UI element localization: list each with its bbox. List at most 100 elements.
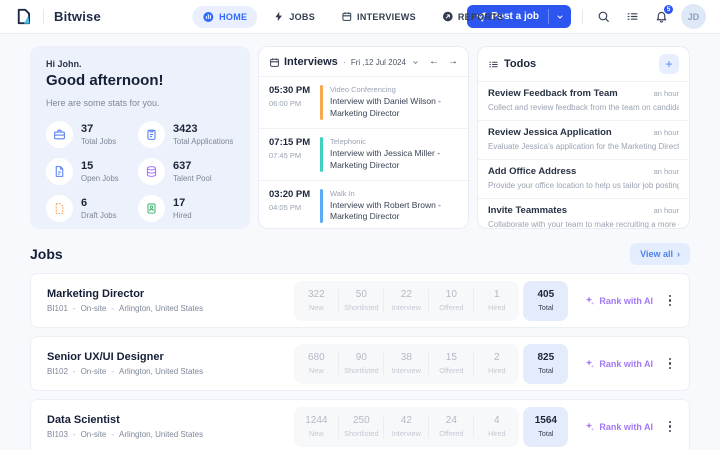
briefcase-icon: [46, 121, 73, 148]
todo-title: Review Feedback from Team: [488, 88, 618, 99]
interviews-date[interactable]: Fri ,12 Jul 2024: [350, 57, 406, 67]
todo-item[interactable]: Add Office Address an hour Provide your …: [478, 159, 689, 198]
tasks-list-icon[interactable]: [623, 8, 641, 26]
tab-home[interactable]: HOME: [192, 5, 258, 28]
stat-total-jobs: 37 Total Jobs: [46, 121, 138, 148]
interview-start-time: 03:20 PM: [269, 188, 311, 200]
separator: -: [72, 430, 76, 439]
sparkle-icon: [586, 359, 595, 368]
job-code: BI103: [47, 430, 68, 439]
rank-with-ai-button[interactable]: Rank with AI: [584, 358, 653, 369]
tab-interviews[interactable]: INTERVIEWS: [331, 6, 426, 27]
todo-item[interactable]: Review Feedback from Team an hour Collec…: [478, 81, 689, 120]
stat-label: Draft Jobs: [81, 211, 117, 221]
interview-item[interactable]: 05:30 PM 06:00 PM Video Conferencing Int…: [259, 77, 468, 129]
tasks-list-icon: [488, 59, 499, 70]
chevron-down-icon[interactable]: [412, 59, 419, 66]
send-icon: [476, 11, 486, 22]
job-total-box: 825 Total: [523, 343, 569, 384]
search-icon[interactable]: [594, 8, 612, 26]
stat-hired-value: 1: [494, 289, 500, 300]
stat-total-value: 825: [537, 352, 555, 363]
home-icon: [202, 11, 214, 23]
more-options-icon[interactable]: [661, 355, 679, 373]
prev-day-icon[interactable]: ←: [429, 56, 439, 67]
stat-hired-label: Hired: [488, 366, 506, 375]
sparkle-icon: [586, 422, 595, 431]
interviews-card: Interviews · Fri ,12 Jul 2024 ← → 05:30 …: [258, 46, 469, 229]
rank-with-ai-label: Rank with AI: [599, 295, 653, 306]
job-row[interactable]: Marketing Director BI101 - On-site - Arl…: [30, 273, 690, 328]
tab-reports[interactable]: REPORTS: [432, 6, 514, 27]
todo-item[interactable]: Invite Teammates an hour Collaborate wit…: [478, 198, 689, 229]
stat-label: Talent Pool: [173, 174, 212, 184]
header-actions: Post a job 5 JD: [467, 3, 706, 29]
stat-value: 37: [81, 122, 94, 135]
interviews-title: Interviews: [284, 56, 338, 68]
interview-color-bar: [320, 188, 323, 224]
job-title[interactable]: Senior UX/UI Designer: [47, 351, 164, 363]
view-all-button[interactable]: View all ›: [630, 243, 690, 265]
stat-offered-label: Offered: [439, 366, 464, 375]
todo-time: an hour: [653, 128, 679, 137]
stat-interview-value: 38: [400, 352, 412, 363]
job-workplace: On-site: [80, 430, 107, 439]
interview-end-time: 04:05 PM: [269, 202, 302, 212]
job-total-box: 405 Total: [523, 280, 569, 321]
job-title[interactable]: Marketing Director: [47, 288, 145, 300]
post-a-job-button[interactable]: Post a job: [467, 5, 571, 28]
avatar[interactable]: JD: [681, 4, 706, 29]
stat-shortlisted-value: 90: [355, 352, 367, 363]
more-options-icon[interactable]: [661, 292, 679, 310]
rank-with-ai-label: Rank with AI: [599, 358, 653, 369]
stat-new-value: 322: [307, 289, 325, 300]
job-workplace: On-site: [80, 304, 107, 313]
job-title[interactable]: Data Scientist: [47, 414, 120, 426]
rank-with-ai-button[interactable]: Rank with AI: [584, 421, 653, 432]
todo-title: Review Jessica Application: [488, 127, 612, 138]
separator-dot: ·: [342, 57, 346, 67]
stat-label: Total Jobs: [81, 137, 117, 147]
bitwise-logo-icon[interactable]: [14, 7, 33, 26]
job-row[interactable]: Data Scientist BI103 - On-site - Arlingt…: [30, 399, 690, 450]
more-options-icon[interactable]: [661, 418, 679, 436]
divider: [43, 9, 44, 24]
rank-with-ai-button[interactable]: Rank with AI: [584, 295, 653, 306]
calendar-icon: [269, 57, 280, 68]
interview-item[interactable]: 07:15 PM 07:45 PM Telephonic Interview w…: [259, 129, 468, 181]
stat-value: 15: [81, 159, 94, 172]
stat-hired-label: Hired: [488, 303, 506, 312]
stat-shortlisted-value: 250: [352, 415, 370, 426]
greeting-title: Good afternoon!: [46, 72, 164, 89]
todos-title: Todos: [504, 58, 537, 70]
interview-end-time: 06:00 PM: [269, 99, 302, 108]
stat-interview-label: Interview: [391, 303, 421, 312]
stats-grid: 37 Total Jobs 3423 Total Applications: [46, 121, 234, 222]
stat-hired-label: Hired: [488, 429, 506, 438]
stat-offered-value: 15: [445, 352, 457, 363]
next-day-icon[interactable]: →: [448, 56, 458, 67]
interview-item[interactable]: 03:20 PM 04:05 PM Walk In Interview with…: [259, 181, 468, 228]
post-job-dropdown-button[interactable]: [549, 5, 571, 28]
todo-description: Collaborate with your team to make recru…: [488, 220, 679, 229]
notifications-bell-icon[interactable]: 5: [652, 3, 674, 26]
tab-jobs[interactable]: JOBS: [263, 6, 325, 27]
stat-hired-value: 4: [494, 415, 500, 426]
todos-card: Todos + Review Feedback from Team an hou…: [477, 46, 690, 229]
brand: Bitwise: [14, 7, 101, 26]
interview-end-time: 07:45 PM: [269, 150, 302, 160]
stat-label: Hired: [173, 211, 192, 221]
job-stats-panel: 680 New 90 Shortlisted 38 Interview 15 Offer…: [294, 343, 520, 384]
todo-title: Invite Teammates: [488, 205, 568, 216]
job-stats-panel: 322 New 50 Shortlisted 22 Interview 10 Offer…: [294, 280, 520, 321]
view-all-label: View all: [640, 249, 673, 259]
add-todo-button[interactable]: +: [659, 54, 679, 74]
lightning-icon: [273, 11, 284, 22]
clipboard-icon: [138, 121, 165, 148]
tab-home-label: HOME: [219, 11, 248, 22]
todo-item[interactable]: Review Jessica Application an hour Evalu…: [478, 120, 689, 159]
greeting-subtitle: Here are some stats for you.: [46, 98, 160, 108]
reports-icon: [442, 11, 453, 22]
stat-draft-jobs: 6 Draft Jobs: [46, 195, 138, 222]
job-row[interactable]: Senior UX/UI Designer BI102 - On-site - …: [30, 336, 690, 391]
